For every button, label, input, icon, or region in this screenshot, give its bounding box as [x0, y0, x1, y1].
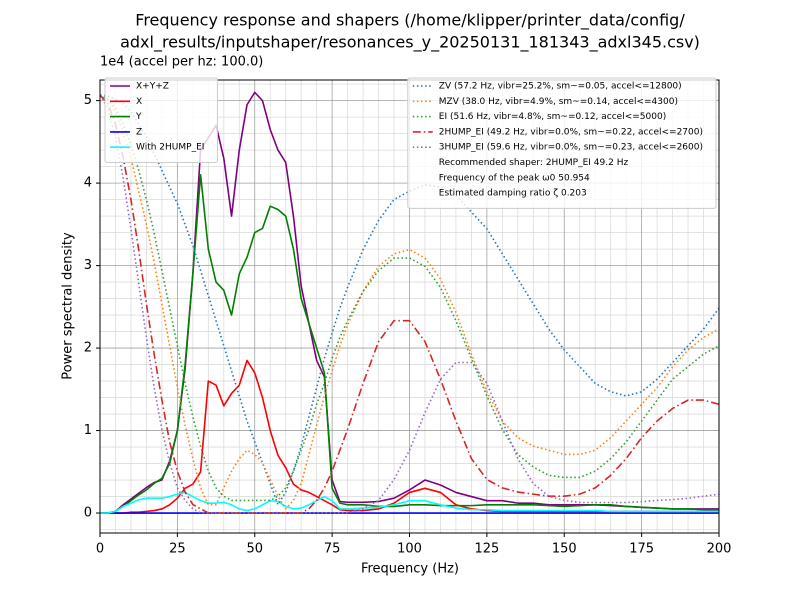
- series-line: [100, 174, 719, 514]
- y-tick-label: 0: [84, 506, 92, 521]
- legend-label: MZV (38.0 Hz, vibr=4.9%, sm~=0.14, accel…: [439, 97, 678, 107]
- legend-label: EI (51.6 Hz, vibr=4.8%, sm~=0.12, accel<…: [439, 112, 666, 122]
- legend-label: 2HUMP_EI (49.2 Hz, vibr=0.0%, sm~=0.22, …: [439, 127, 703, 137]
- series-line: [100, 94, 719, 510]
- legend-label: X: [136, 97, 142, 107]
- legend-label: Z: [136, 127, 142, 137]
- x-axis-label: Frequency (Hz): [361, 562, 459, 577]
- chart-title: adxl_results/inputshaper/resonances_y_20…: [120, 33, 700, 53]
- plot-lines: [100, 91, 719, 514]
- x-tick-label: 0: [96, 542, 104, 557]
- x-tick-label: 200: [707, 542, 732, 557]
- x-tick-label: 100: [397, 542, 422, 557]
- legend-label: Y: [135, 112, 142, 122]
- ticks: 0 25 50 75 100 125 150 175 200 0 1 2 3 4 5: [84, 93, 732, 556]
- y-axis-label: Power spectral density: [61, 232, 76, 380]
- series-line: [100, 94, 719, 514]
- y-tick-label: 1: [84, 423, 92, 438]
- x-tick-label: 25: [169, 542, 186, 557]
- y-tick-label: 3: [84, 258, 92, 273]
- legend-note: Recommended shaper: 2HUMP_EI 49.2 Hz: [439, 158, 629, 168]
- legend-frame: [104, 77, 218, 163]
- legend-label: ZV (57.2 Hz, vibr=25.2%, sm~=0.05, accel…: [439, 82, 682, 92]
- chart-title: Frequency response and shapers (/home/kl…: [135, 11, 685, 31]
- legend-box: X+Y+Z XYZ With 2HUMP_EI: [104, 77, 218, 163]
- x-tick-label: 50: [246, 542, 263, 557]
- x-tick-label: 75: [324, 542, 341, 557]
- y-tick-label: 4: [84, 176, 92, 191]
- legend-note: Frequency of the peak ω0 50.954: [439, 173, 590, 183]
- series-line: [100, 359, 719, 514]
- x-tick-label: 150: [552, 542, 577, 557]
- x-tick-label: 125: [474, 542, 499, 557]
- legend-label: 3HUMP_EI (59.6 Hz, vibr=0.0%, sm~=0.23, …: [439, 143, 703, 153]
- legend-label: With 2HUMP_EI: [136, 143, 204, 153]
- x-tick-label: 175: [629, 542, 654, 557]
- series-line: [100, 94, 719, 502]
- y-tick-label: 5: [84, 93, 92, 108]
- y-tick-label: 2: [84, 341, 92, 356]
- legend-box: ZV (57.2 Hz, vibr=25.2%, sm~=0.05, accel…: [407, 77, 717, 209]
- legend-label: X+Y+Z: [136, 82, 169, 92]
- offset-text: 1e4 (accel per hz: 100.0): [100, 55, 263, 70]
- legend-note: Estimated damping ratio ζ 0.203: [439, 189, 587, 199]
- legend-frame: [407, 77, 717, 209]
- series-line: [100, 94, 719, 506]
- legend: X+Y+Z XYZ With 2HUMP_EI ZV (57.2 Hz, vibr=2…: [104, 77, 717, 209]
